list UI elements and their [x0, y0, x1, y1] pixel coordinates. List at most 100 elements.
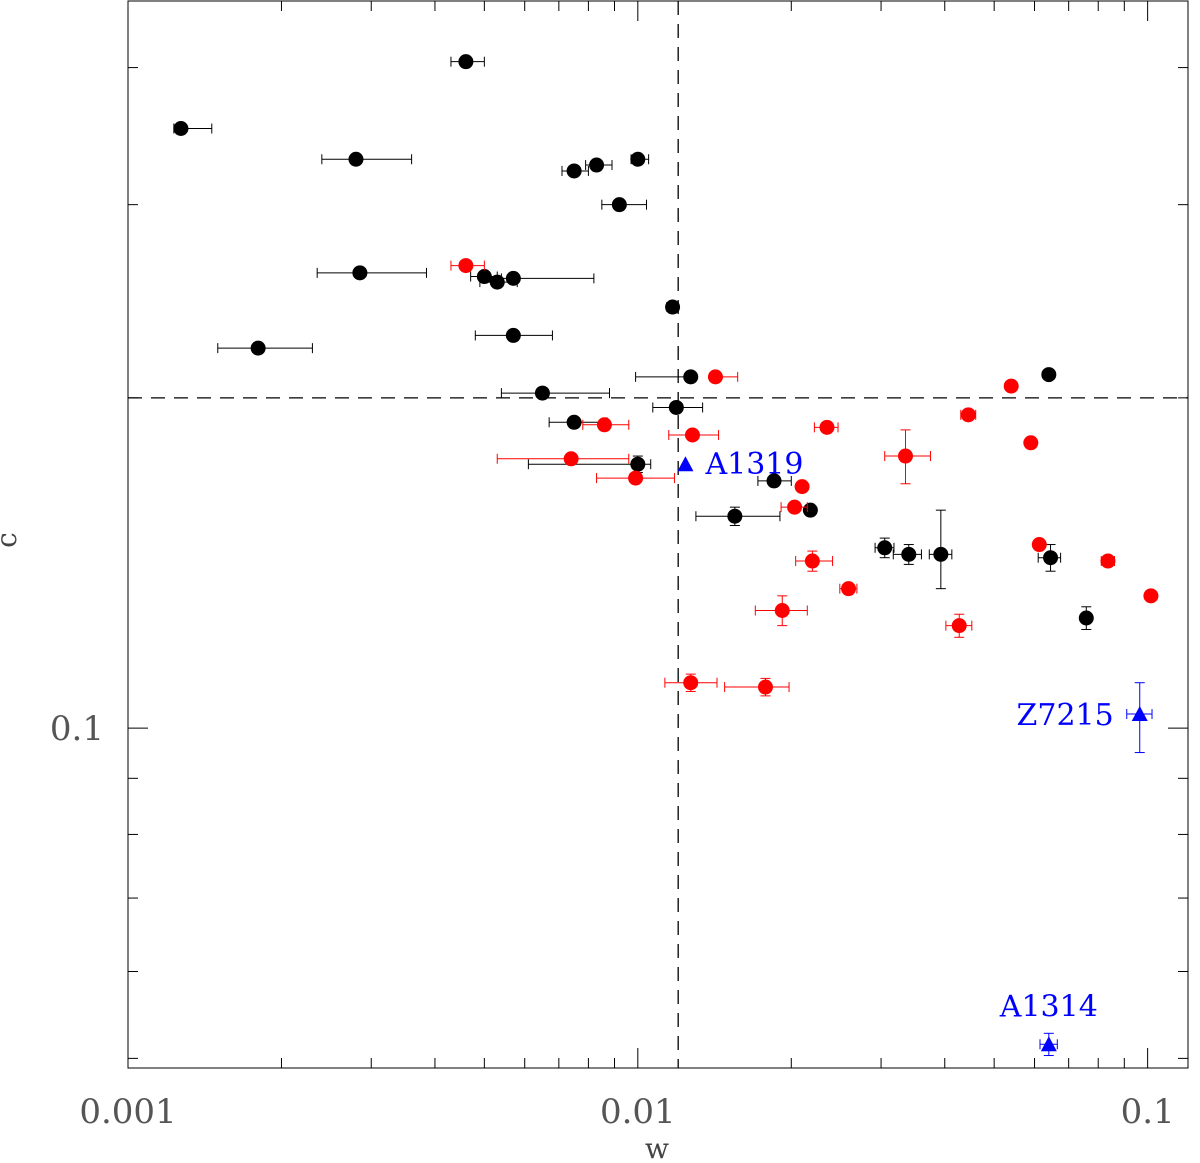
red-circle-marker [960, 407, 976, 423]
red-data-point [813, 419, 839, 435]
black-data-point [500, 385, 611, 401]
black-circle-marker [766, 473, 782, 489]
annotations: A1319 Z7215 A1314 [704, 447, 1113, 1024]
black-circle-marker [933, 546, 949, 562]
black-data-point [1037, 544, 1062, 572]
black-data-point [585, 157, 613, 173]
black-data-point [173, 120, 213, 136]
black-circle-marker [1078, 610, 1094, 626]
red-circle-marker [458, 258, 474, 274]
black-circle-marker [630, 151, 646, 167]
black-data-point [874, 537, 895, 559]
black-circle-marker [802, 502, 818, 518]
red-circle-marker [794, 479, 810, 495]
blue-triangle-marker [1040, 1036, 1057, 1052]
red-circle-marker [1023, 435, 1039, 451]
black-data-point [630, 151, 650, 167]
x-tick-label: 0.001 [79, 1092, 176, 1132]
red-circle-marker [787, 499, 803, 515]
black-circle-marker [901, 546, 917, 562]
black-circle-marker [250, 340, 266, 356]
black-data-point [695, 506, 781, 526]
red-data-point [1100, 553, 1116, 569]
x-tick-label: 0.01 [600, 1092, 676, 1132]
point-label-a1314: A1314 [999, 989, 1098, 1024]
red-data-point [1031, 537, 1047, 553]
black-data-point [450, 54, 485, 70]
black-circle-marker [566, 414, 582, 430]
red-data-point [1143, 588, 1159, 604]
black-data-point [500, 270, 595, 286]
red-data-point [664, 673, 718, 692]
black-data-point [1078, 606, 1094, 630]
black-data-point [217, 340, 313, 356]
red-data-point [754, 595, 808, 627]
black-data-point [474, 327, 553, 343]
black-data-point [665, 299, 681, 315]
red-data-point [839, 581, 858, 597]
red-data-point [707, 369, 739, 385]
black-data-point [1041, 367, 1057, 383]
red-data-point [1023, 435, 1039, 451]
black-data-point [652, 399, 704, 415]
y-axis-label: c [0, 532, 23, 548]
blue-data-point [677, 456, 694, 472]
x-tick-label: 0.1 [1121, 1092, 1175, 1132]
axis-ticks [127, 1, 1188, 1068]
black-data-point [316, 265, 427, 281]
black-circle-marker [727, 508, 743, 524]
red-data-point [596, 470, 675, 486]
red-circle-marker [596, 417, 612, 433]
red-data-point [795, 550, 834, 572]
red-circle-marker [563, 451, 579, 467]
black-circle-marker [877, 540, 893, 556]
red-data-point [724, 677, 790, 697]
black-circle-marker [348, 151, 364, 167]
black-data-point [892, 544, 922, 565]
x-axis-label: w [645, 1132, 669, 1163]
black-data-point [802, 502, 818, 518]
red-circle-marker [1143, 588, 1159, 604]
red-circle-marker [804, 553, 820, 569]
plot-frame [127, 0, 1189, 1069]
blue-data-point [1126, 682, 1153, 754]
black-circle-marker [489, 274, 505, 290]
reference-lines [128, 1, 1188, 1068]
black-circle-marker [589, 157, 605, 173]
y-tick-label: 0.1 [50, 709, 104, 749]
data-points [173, 54, 1159, 1057]
red-circle-marker [1031, 537, 1047, 553]
black-data-point [321, 151, 413, 167]
black-circle-marker [611, 197, 627, 213]
black-data-point [527, 455, 652, 473]
black-circle-marker [665, 299, 681, 315]
red-data-point [780, 499, 808, 515]
red-circle-marker [707, 369, 723, 385]
red-data-point [945, 613, 973, 638]
black-circle-marker [668, 399, 684, 415]
black-circle-marker [566, 163, 582, 179]
black-circle-marker [1041, 367, 1057, 383]
black-circle-marker [1043, 550, 1059, 566]
red-circle-marker [897, 448, 913, 464]
black-circle-marker [505, 270, 521, 286]
red-circle-marker [819, 419, 835, 435]
black-data-point [635, 369, 699, 385]
black-circle-marker [352, 265, 368, 281]
black-data-point [601, 197, 647, 213]
black-data-point [561, 163, 589, 179]
black-circle-marker [505, 327, 521, 343]
black-data-point [928, 509, 953, 590]
black-data-point [757, 473, 792, 489]
red-circle-marker [774, 602, 790, 618]
red-data-point [496, 451, 630, 467]
red-circle-marker [684, 427, 700, 443]
red-data-point [794, 479, 810, 495]
red-data-point [582, 417, 630, 433]
red-data-point [884, 429, 931, 485]
red-circle-marker [757, 679, 773, 695]
red-circle-marker [628, 470, 644, 486]
point-label-a1319: A1319 [704, 447, 803, 482]
tick-labels: 0.001 0.01 0.1 0.1 [50, 709, 1175, 1132]
